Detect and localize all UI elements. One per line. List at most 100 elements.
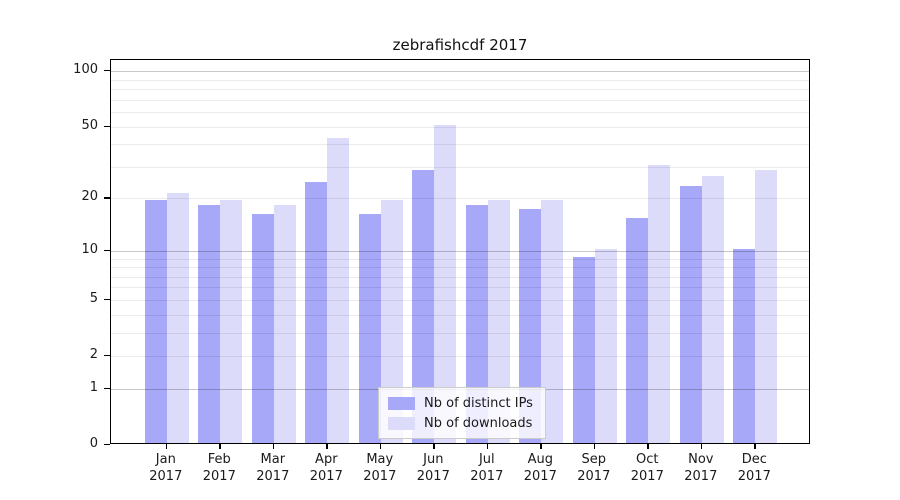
- x-tick-year: 2017: [470, 469, 504, 484]
- gridline-8: [111, 267, 809, 268]
- y-tick-mark-1: [104, 387, 110, 390]
- y-tick-mark-0: [104, 444, 110, 446]
- x-tick-month: Dec: [741, 452, 767, 467]
- bar-aug-distinct-ips: [519, 208, 542, 443]
- x-tick-mark-oct: [647, 444, 649, 449]
- y-tick-label-1: 1: [89, 379, 98, 395]
- bar-mar-distinct-ips: [251, 213, 274, 443]
- bar-oct-downloads: [648, 164, 671, 443]
- x-tick-year: 2017: [363, 469, 397, 484]
- x-tick-year: 2017: [202, 469, 236, 484]
- x-tick-month: Jan: [155, 452, 176, 467]
- bar-nov-distinct-ips: [679, 185, 702, 443]
- bar-jan-downloads: [166, 192, 189, 443]
- x-tick-month: Jul: [478, 452, 495, 467]
- x-tick-year: 2017: [309, 469, 343, 484]
- bar-jul-downloads: [487, 200, 510, 443]
- x-tick-mark-aug: [540, 444, 542, 449]
- bar-feb-distinct-ips: [198, 204, 221, 443]
- bar-sep-distinct-ips: [572, 256, 595, 443]
- x-tick-year: 2017: [577, 469, 611, 484]
- x-tick-mark-apr: [326, 444, 328, 449]
- bar-apr-distinct-ips: [305, 182, 328, 443]
- x-tick-label-oct: Oct 2017: [607, 451, 687, 485]
- x-tick-label-may: May 2017: [340, 451, 420, 485]
- legend-item-distinct-ips: Nb of distinct IPs: [388, 394, 533, 412]
- gridline-100: [111, 71, 809, 73]
- x-tick-mark-jul: [486, 444, 489, 449]
- gridline-4: [111, 314, 809, 316]
- bar-apr-downloads: [327, 138, 350, 443]
- y-tick-label-100: 100: [73, 62, 98, 78]
- x-tick-mark-jun: [433, 444, 435, 449]
- x-tick-year: 2017: [523, 469, 557, 484]
- bar-feb-downloads: [220, 200, 243, 443]
- x-tick-mark-sep: [593, 444, 596, 449]
- x-tick-month: Aug: [527, 452, 553, 467]
- gridline-2: [111, 356, 809, 357]
- x-tick-label-jan: Jan 2017: [126, 451, 206, 485]
- y-tick-mark-5: [104, 298, 110, 301]
- x-tick-mark-nov: [700, 444, 703, 449]
- gridline-30: [111, 166, 809, 168]
- gridline-10: [111, 250, 809, 252]
- gridline-40: [111, 144, 809, 146]
- x-tick-label-aug: Aug 2017: [500, 451, 580, 485]
- bar-jun-downloads: [434, 124, 457, 443]
- bar-may-downloads: [380, 200, 403, 443]
- y-tick-label-2: 2: [89, 347, 98, 363]
- x-tick-label-mar: Mar 2017: [233, 451, 313, 485]
- x-tick-month: Jun: [423, 452, 444, 467]
- x-tick-month: Oct: [636, 452, 659, 467]
- bar-mar-downloads: [273, 204, 296, 443]
- legend-label-distinct-ips: Nb of distinct IPs: [424, 395, 533, 411]
- plot-area: Nb of distinct IPs Nb of downloads: [110, 59, 810, 444]
- y-tick-label-0: 0: [89, 436, 98, 451]
- y-tick-mark-20: [104, 197, 110, 199]
- gridline-7: [111, 276, 809, 278]
- y-tick-label-20: 20: [81, 189, 98, 205]
- x-tick-year: 2017: [684, 469, 718, 484]
- chart-title: zebrafishcdf 2017: [392, 36, 528, 54]
- x-tick-label-dec: Dec 2017: [714, 451, 794, 485]
- x-tick-month: May: [366, 452, 394, 467]
- y-tick-label-5: 5: [89, 290, 98, 306]
- x-tick-label-nov: Nov 2017: [661, 451, 741, 485]
- x-tick-month: Nov: [688, 452, 714, 467]
- x-tick-label-jun: Jun 2017: [393, 451, 473, 485]
- x-tick-year: 2017: [256, 469, 290, 484]
- x-tick-year: 2017: [630, 469, 664, 484]
- bar-may-distinct-ips: [358, 213, 381, 443]
- bar-oct-distinct-ips: [626, 218, 649, 443]
- gridline-20: [111, 198, 809, 200]
- x-tick-month: Apr: [315, 452, 338, 467]
- bar-dec-distinct-ips: [733, 248, 756, 443]
- bar-dec-downloads: [755, 170, 778, 443]
- bar-aug-downloads: [541, 200, 564, 443]
- y-tick-mark-2: [104, 355, 110, 357]
- y-tick-label-50: 50: [81, 117, 98, 133]
- x-tick-label-sep: Sep 2017: [554, 451, 634, 485]
- bar-jun-distinct-ips: [412, 170, 435, 443]
- gridline-9: [111, 258, 809, 260]
- bar-jan-distinct-ips: [144, 200, 167, 443]
- legend-swatch-downloads: [388, 416, 415, 430]
- bar-nov-downloads: [701, 176, 724, 443]
- y-tick-label-10: 10: [81, 241, 98, 257]
- bar-sep-downloads: [594, 248, 617, 443]
- legend-swatch-distinct-ips: [388, 396, 415, 410]
- x-tick-year: 2017: [416, 469, 450, 484]
- x-tick-mark-jan: [165, 444, 168, 449]
- x-tick-label-jul: Jul 2017: [447, 451, 527, 485]
- x-tick-label-feb: Feb 2017: [179, 451, 259, 485]
- gridline-80: [111, 89, 809, 91]
- x-tick-label-apr: Apr 2017: [286, 451, 366, 485]
- gridline-3: [111, 332, 809, 334]
- x-tick-month: Mar: [260, 452, 286, 467]
- gridline-90: [111, 79, 809, 81]
- gridline-50: [111, 126, 809, 128]
- gridline-60: [111, 112, 809, 114]
- y-tick-mark-100: [104, 70, 110, 72]
- gridline-6: [111, 287, 809, 289]
